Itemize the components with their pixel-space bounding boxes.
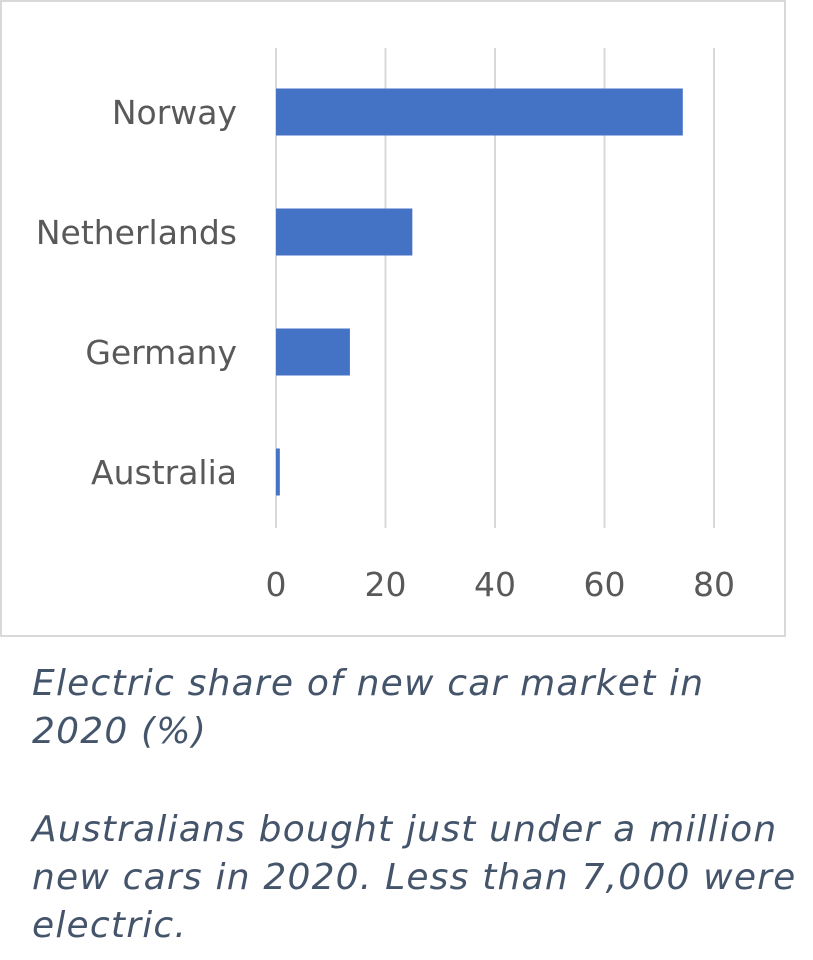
chart-caption-title: Electric share of new car market in 2020… [32,663,705,752]
x-tick-label: 80 [693,565,735,604]
category-label-australia: Australia [91,453,237,492]
bar-australia [276,448,280,496]
category-label-netherlands: Netherlands [36,213,237,252]
bars [276,88,683,496]
category-label-norway: Norway [112,93,237,132]
x-tick-label: 20 [365,565,407,604]
x-tick-label: 60 [584,565,626,604]
category-labels: Norway Netherlands Germany Australia [36,93,237,492]
category-label-germany: Germany [85,333,237,372]
bar-germany [276,328,350,376]
bar-netherlands [276,208,413,256]
x-tick-label: 40 [474,565,516,604]
chart-caption-note: Australians bought just under a million … [32,809,797,946]
x-axis-tick-labels: 0 20 40 60 80 [266,565,736,604]
x-tick-label: 0 [266,565,287,604]
bar-norway [276,88,683,136]
bar-chart: Norway Netherlands Germany Australia 0 20 40 6… [36,48,736,604]
